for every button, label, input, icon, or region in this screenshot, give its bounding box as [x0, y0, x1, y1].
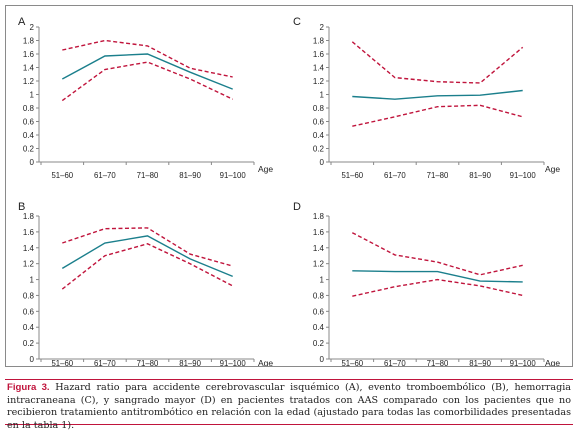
- y-tick-label: 1.2: [23, 260, 35, 269]
- estimate-line: [61, 235, 233, 278]
- y-tick-label: 0.6: [313, 307, 325, 316]
- x-axis-label: Age: [258, 164, 273, 174]
- figure-frame: A 0 0.2 0.4 0.6 0.8 1 1.2 1.4 1.6 1.8 2 51–60 61–70 71…: [5, 5, 573, 367]
- y-tick-label: 1.8: [313, 212, 325, 221]
- y-tick-label: 0.6: [23, 307, 35, 316]
- y-tick-label: 0: [30, 355, 35, 364]
- y-tick-label: 0.2: [23, 339, 35, 348]
- x-tick-label: 71–80: [427, 359, 449, 366]
- x-tick-label: 61–70: [384, 359, 406, 366]
- y-tick-label: 0.4: [313, 131, 325, 140]
- y-tick-label: 1.8: [23, 37, 35, 46]
- x-tick-label: 71–80: [427, 171, 449, 180]
- x-axis-label: Age: [258, 358, 273, 366]
- y-tick-label: 0.8: [313, 291, 325, 300]
- y-tick-label: 1: [30, 276, 35, 285]
- upper-ci-line: [62, 227, 233, 267]
- y-tick-label: 0: [320, 355, 325, 364]
- x-tick-label: 61–70: [94, 171, 116, 180]
- caption-text: Hazard ratio para accidente cerebrovascu…: [7, 382, 571, 431]
- lower-ci-line: [352, 278, 523, 297]
- y-tick-label: 1: [320, 276, 325, 285]
- chart-panel-d: D 0 0.2 0.4 0.6 0.8 1 1.2 1.4 1.6 1.8 51–60 61–70 71–…: [293, 201, 560, 366]
- estimate-line: [352, 270, 523, 283]
- y-tick-label: 0.8: [23, 104, 35, 113]
- x-tick-label: 91–100: [510, 359, 537, 366]
- x-tick-label: 91–100: [220, 359, 247, 366]
- y-tick-label: 0.2: [313, 339, 325, 348]
- y-tick-label: 1.2: [313, 260, 325, 269]
- panel-label-a: A: [18, 16, 26, 28]
- y-tick-label: 0.4: [23, 323, 35, 332]
- x-tick-label: 91–100: [510, 171, 537, 180]
- y-tick-label: 1.6: [23, 228, 35, 237]
- y-tick-label: 2: [30, 23, 35, 32]
- y-tick-label: 0.6: [23, 118, 35, 127]
- x-axis-label: Age: [545, 358, 560, 366]
- y-tick-label: 0.2: [23, 145, 35, 154]
- x-tick-label: 81–90: [179, 171, 201, 180]
- chart-panel-c: C 0 0.2 0.4 0.6 0.8 1 1.2 1.4 1.6 1.8 2 51–60 61–70 71…: [293, 16, 560, 180]
- x-tick-label: 91–100: [220, 171, 247, 180]
- x-tick-label: 81–90: [469, 359, 491, 366]
- y-tick-label: 1.4: [23, 64, 35, 73]
- y-tick-label: 1.2: [313, 77, 325, 86]
- x-tick-label: 51–60: [341, 359, 363, 366]
- y-tick-label: 1.2: [23, 77, 35, 86]
- x-tick-label: 81–90: [179, 359, 201, 366]
- x-tick-label: 61–70: [384, 171, 406, 180]
- y-tick-label: 0.8: [23, 291, 35, 300]
- x-tick-label: 61–70: [94, 359, 116, 366]
- y-tick-label: 1.6: [313, 228, 325, 237]
- y-tick-label: 1.8: [23, 212, 35, 221]
- y-tick-label: 1.6: [313, 50, 325, 59]
- panel-label-b: B: [18, 201, 25, 213]
- panel-label-d: D: [293, 201, 301, 213]
- estimate-line: [61, 53, 233, 90]
- chart-panel-a: A 0 0.2 0.4 0.6 0.8 1 1.2 1.4 1.6 1.8 2 51–60 61–70 71…: [18, 16, 273, 180]
- x-tick-label: 51–60: [51, 359, 73, 366]
- caption-label: Figura 3.: [7, 382, 50, 393]
- y-tick-label: 1.8: [313, 37, 325, 46]
- x-tick-label: 81–90: [469, 171, 491, 180]
- x-tick-label: 71–80: [137, 171, 159, 180]
- estimate-line: [352, 89, 523, 100]
- lower-ci-line: [352, 104, 523, 127]
- y-tick-label: 0.4: [23, 131, 35, 140]
- x-tick-label: 71–80: [137, 359, 159, 366]
- chart-panel-b: B 0 0.2 0.4 0.6 0.8 1 1.2 1.4 1.6 1.8 51–60 61–70 71–…: [18, 201, 273, 366]
- x-axis-label: Age: [545, 164, 560, 174]
- y-tick-label: 0.8: [313, 104, 325, 113]
- figure-caption: Figura 3. Hazard ratio para accidente ce…: [5, 379, 573, 431]
- y-tick-label: 1.4: [313, 244, 325, 253]
- y-tick-label: 0.4: [313, 323, 325, 332]
- y-tick-label: 2: [320, 23, 325, 32]
- lower-ci-line: [61, 243, 234, 290]
- y-tick-label: 1.4: [313, 64, 325, 73]
- y-tick-label: 0: [320, 158, 325, 167]
- x-tick-label: 51–60: [51, 171, 73, 180]
- x-tick-label: 51–60: [341, 171, 363, 180]
- y-tick-label: 0.6: [313, 118, 325, 127]
- y-tick-label: 1.6: [23, 50, 35, 59]
- upper-ci-line: [62, 39, 233, 78]
- upper-ci-line: [351, 232, 523, 276]
- y-tick-label: 1: [30, 91, 35, 100]
- y-tick-label: 1: [320, 91, 325, 100]
- lower-ci-line: [61, 61, 233, 102]
- panel-label-c: C: [293, 16, 301, 28]
- y-tick-label: 0: [30, 158, 35, 167]
- upper-ci-line: [351, 41, 524, 84]
- y-tick-label: 1.4: [23, 244, 35, 253]
- y-tick-label: 0.2: [313, 145, 325, 154]
